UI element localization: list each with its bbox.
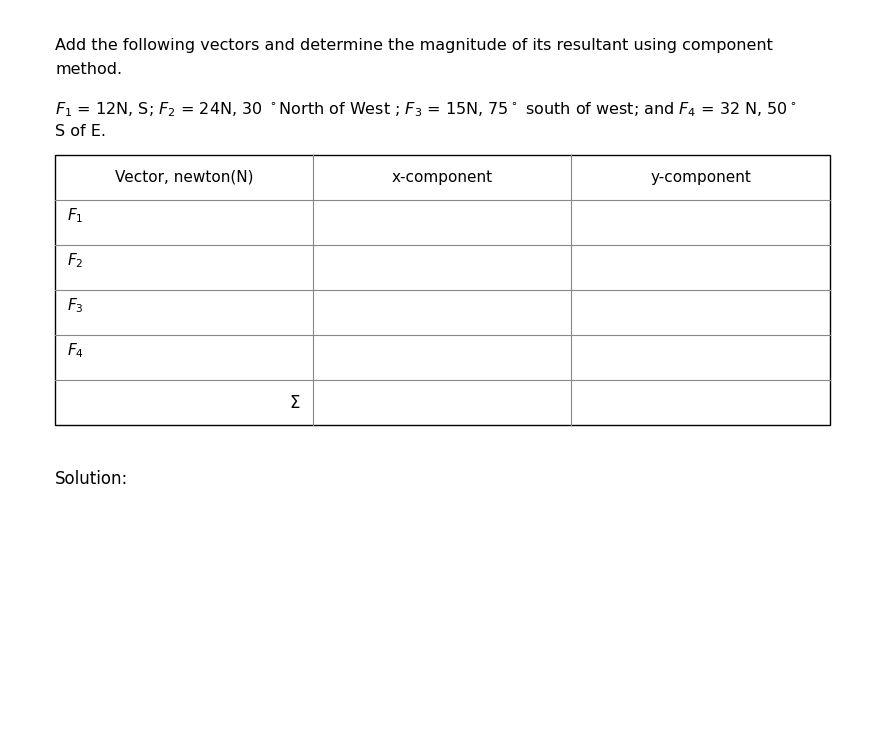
Text: method.: method. [55,62,122,77]
Text: y-component: y-component [650,170,751,185]
Text: $\Sigma$: $\Sigma$ [289,394,301,411]
Text: S of E.: S of E. [55,124,106,139]
Bar [55,155,830,425]
Text: $\mathit{F}_2$: $\mathit{F}_2$ [67,251,83,270]
Text: x-component: x-component [391,170,493,185]
Text: $\mathit{F}_1$: $\mathit{F}_1$ [67,206,83,225]
Text: Vector, newton(N): Vector, newton(N) [115,170,253,185]
Text: Add the following vectors and determine the magnitude of its resultant using com: Add the following vectors and determine … [55,38,773,53]
Text: $\mathit{F}_4$: $\mathit{F}_4$ [67,341,84,360]
Text: Solution:: Solution: [55,470,128,488]
Text: $\mathit{F}_3$: $\mathit{F}_3$ [67,296,83,315]
Text: $\mathit{F}_1$ = 12N, S; $\mathit{F}_2$ = 24N, 30 $^\circ$North of West ; $\math: $\mathit{F}_1$ = 12N, S; $\mathit{F}_2$ … [55,100,796,119]
